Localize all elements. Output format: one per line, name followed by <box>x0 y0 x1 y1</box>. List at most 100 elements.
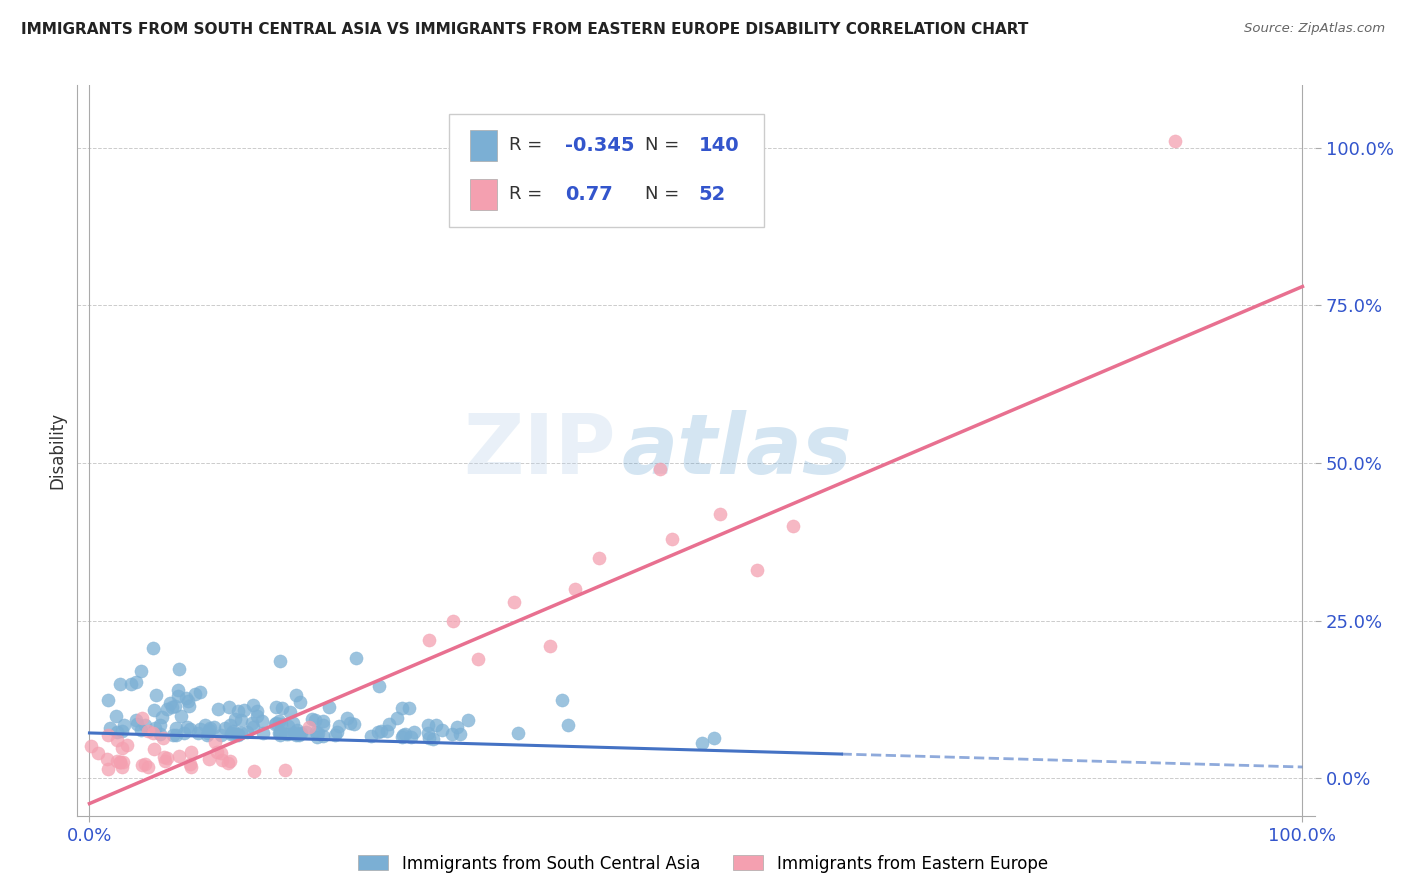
Point <box>136 724 159 739</box>
Point <box>370 723 392 738</box>
Point <box>156 751 179 765</box>
Point <box>86 746 108 760</box>
Point <box>131 758 153 772</box>
Point <box>1164 135 1187 149</box>
Point <box>416 717 439 731</box>
Y-axis label: Disability: Disability <box>48 412 66 489</box>
Point <box>232 703 254 717</box>
Point <box>283 726 305 740</box>
Point <box>441 726 464 740</box>
FancyBboxPatch shape <box>449 114 763 227</box>
Point <box>153 749 176 764</box>
Point <box>134 757 156 772</box>
Point <box>285 729 308 743</box>
Point <box>108 755 131 769</box>
Point <box>318 700 340 714</box>
Point <box>211 753 233 767</box>
Point <box>267 726 290 740</box>
Point <box>506 725 529 739</box>
Point <box>218 700 240 714</box>
Point <box>136 759 159 773</box>
Point <box>252 726 274 740</box>
Point <box>692 736 714 750</box>
Text: N =: N = <box>645 186 685 203</box>
Point <box>127 716 149 731</box>
Point <box>152 731 174 745</box>
Point <box>111 755 134 769</box>
Point <box>325 728 347 742</box>
Point <box>222 723 245 738</box>
Point <box>105 732 128 747</box>
Point <box>288 727 311 741</box>
Point <box>97 693 120 707</box>
Point <box>188 722 211 736</box>
Point <box>242 698 264 712</box>
Point <box>188 685 211 699</box>
Point <box>221 726 243 740</box>
Point <box>165 721 187 735</box>
Point <box>745 563 768 577</box>
Point <box>295 725 318 739</box>
Point <box>176 719 198 733</box>
Point <box>307 726 329 740</box>
Point <box>287 723 309 738</box>
Text: R =: R = <box>509 136 548 154</box>
Point <box>104 709 127 723</box>
Point <box>391 701 413 715</box>
Point <box>274 727 297 741</box>
Point <box>288 695 311 709</box>
Point <box>709 507 731 521</box>
Point <box>538 639 561 653</box>
Text: Source: ZipAtlas.com: Source: ZipAtlas.com <box>1244 22 1385 36</box>
Point <box>242 720 264 734</box>
Point <box>441 614 464 628</box>
Point <box>271 700 294 714</box>
Point <box>150 710 173 724</box>
Point <box>165 728 187 742</box>
Point <box>398 701 420 715</box>
Point <box>98 722 121 736</box>
Point <box>159 696 181 710</box>
Point <box>219 754 242 768</box>
Point <box>143 722 166 736</box>
Text: IMMIGRANTS FROM SOUTH CENTRAL ASIA VS IMMIGRANTS FROM EASTERN EUROPE DISABILITY : IMMIGRANTS FROM SOUTH CENTRAL ASIA VS IM… <box>21 22 1028 37</box>
Point <box>209 728 232 742</box>
Point <box>301 712 323 726</box>
Point <box>229 726 252 740</box>
Point <box>204 735 226 749</box>
Point <box>142 726 165 740</box>
Point <box>97 728 120 742</box>
Point <box>344 650 367 665</box>
Point <box>648 462 671 476</box>
Point <box>207 702 229 716</box>
Text: 52: 52 <box>699 185 725 204</box>
Point <box>214 721 236 735</box>
Point <box>149 727 172 741</box>
Point <box>312 729 335 743</box>
Text: N =: N = <box>645 136 685 154</box>
Point <box>336 711 359 725</box>
Point <box>179 723 201 737</box>
Text: -0.345: -0.345 <box>565 136 634 155</box>
Point <box>246 704 269 718</box>
Text: R =: R = <box>509 186 548 203</box>
Point <box>367 725 389 739</box>
Point <box>198 723 221 738</box>
Point <box>243 764 266 778</box>
Point <box>111 760 134 774</box>
Point <box>264 717 287 731</box>
Point <box>110 677 132 691</box>
Point <box>131 723 153 737</box>
Point <box>166 683 188 698</box>
Point <box>418 731 440 746</box>
Point <box>392 728 415 742</box>
Point <box>404 725 426 739</box>
Point <box>430 723 453 738</box>
Point <box>285 689 308 703</box>
Point <box>202 720 225 734</box>
Point <box>111 740 134 755</box>
Point <box>588 550 610 565</box>
Point <box>108 755 131 769</box>
Point <box>274 763 297 777</box>
Point <box>186 725 208 739</box>
